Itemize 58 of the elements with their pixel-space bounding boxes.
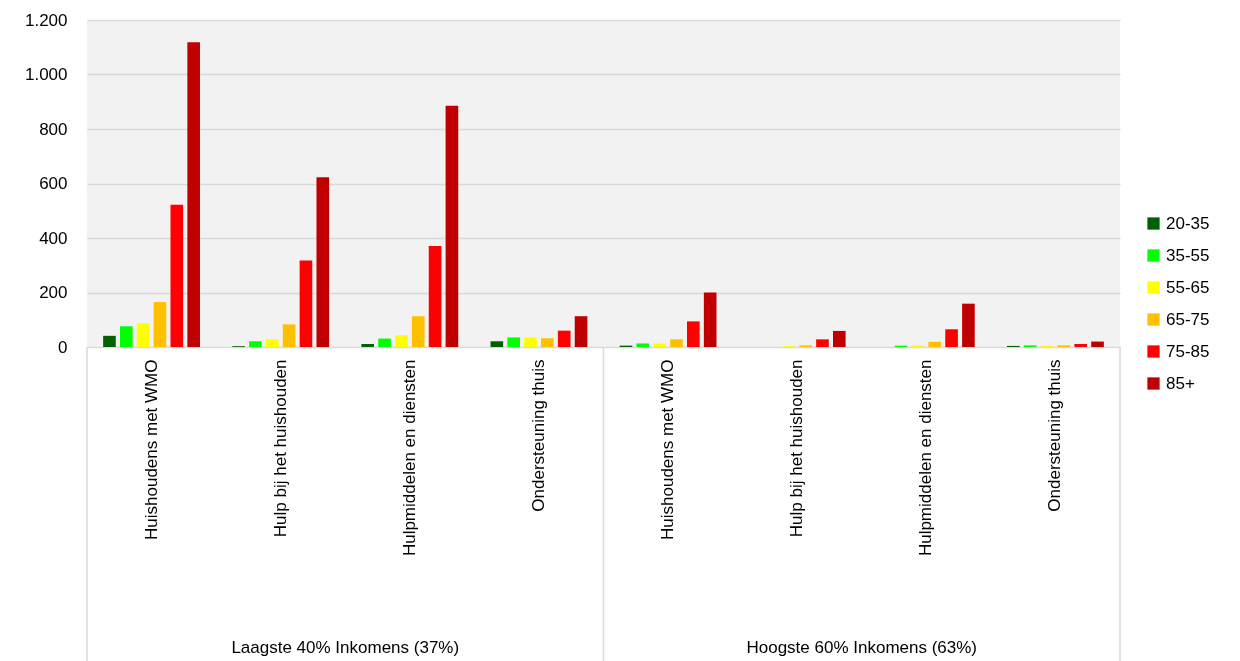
bar <box>445 105 459 347</box>
legend-label: 75-85 <box>1166 341 1210 361</box>
y-tick-label: 800 <box>39 119 68 139</box>
bar <box>428 245 442 347</box>
bar <box>411 316 425 347</box>
bar <box>524 337 537 347</box>
bar <box>153 302 167 347</box>
y-tick-label: 1.200 <box>24 10 68 30</box>
x-tick-label: Hulp bij het huishouden <box>787 359 807 538</box>
legend-label: 65-75 <box>1166 309 1210 329</box>
bar <box>490 341 504 347</box>
bar <box>816 339 829 347</box>
bar <box>378 338 391 347</box>
y-tick-label: 1.000 <box>24 65 68 84</box>
bar <box>703 292 717 347</box>
bar <box>265 339 279 347</box>
legend-label: 55-65 <box>1166 277 1210 297</box>
legend-label: 85+ <box>1166 373 1195 393</box>
bar <box>316 177 330 347</box>
bar <box>557 330 571 347</box>
x-tick-label: Huishoudens met WMO <box>658 359 678 540</box>
bar <box>541 338 554 347</box>
x-tick-label: Huishoudens met WMO <box>141 359 161 540</box>
bar <box>249 341 262 347</box>
bar <box>136 323 150 347</box>
bar <box>1074 344 1088 347</box>
bar <box>574 316 588 347</box>
x-tick-label: Hulpmiddelen en diensten <box>399 359 419 557</box>
bar <box>507 337 520 347</box>
bar <box>928 341 942 347</box>
bar <box>636 343 650 347</box>
bar <box>170 204 184 347</box>
bar <box>119 326 133 347</box>
bar <box>361 344 375 347</box>
bar <box>670 339 683 347</box>
bar <box>299 260 313 347</box>
text: Laagste 40% Inkomens (37%) <box>231 638 460 657</box>
bar <box>395 335 408 347</box>
y-tick-label: 400 <box>39 228 68 248</box>
x-tick-label: Hulp bij het huishouden <box>270 359 290 538</box>
y-tick-label: 0 <box>58 337 68 357</box>
bar <box>962 303 975 347</box>
x-tick-label: Ondersteuning thuis <box>528 359 548 512</box>
legend-label: 20-35 <box>1166 213 1210 233</box>
y-tick-label: 600 <box>39 174 68 193</box>
x-tick-label: Hulpmiddelen en diensten <box>916 359 936 557</box>
bar <box>832 330 846 347</box>
bar <box>282 324 296 347</box>
legend-label: 35-55 <box>1166 245 1210 265</box>
bar <box>653 343 666 347</box>
bar <box>1091 341 1104 347</box>
bar <box>103 335 116 347</box>
y-tick-label: 200 <box>39 283 68 302</box>
x-tick-label: Ondersteuning thuis <box>1045 359 1065 512</box>
text: Hoogste 60% Inkomens (63%) <box>746 638 978 657</box>
bar <box>187 42 200 347</box>
bar <box>687 321 700 347</box>
bar <box>945 329 958 347</box>
